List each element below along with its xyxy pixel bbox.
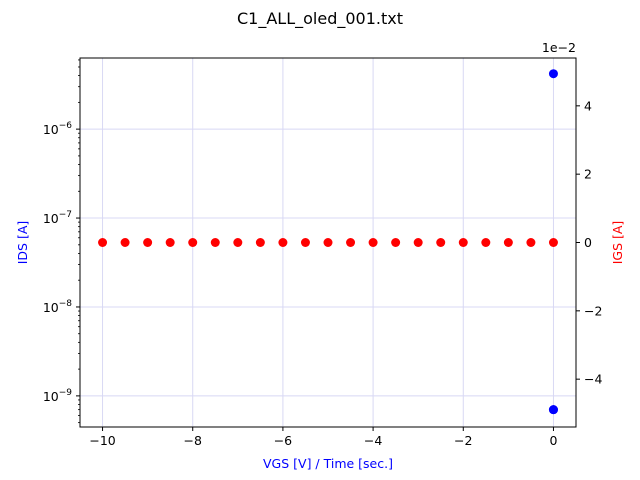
igs-point (300, 238, 310, 247)
x-tick-label: −4 (364, 433, 382, 448)
y-left-tick-label: 10−6 (43, 121, 72, 137)
igs-point (481, 238, 491, 247)
x-tick-label: 0 (549, 433, 557, 448)
x-tick-label: −2 (454, 433, 472, 448)
igs-point (255, 238, 265, 247)
igs-point (233, 238, 243, 247)
y-left-tick-label: 10−8 (43, 299, 72, 315)
igs-point (346, 238, 356, 247)
y-axis-left: 10−9 10−8 10−7 10−6 (43, 59, 80, 424)
igs-point (368, 238, 378, 247)
ids-point (548, 69, 558, 79)
y-right-tick-label: −4 (584, 372, 602, 387)
y-axis-right-label: IGS [A] (610, 221, 625, 265)
igs-point (278, 238, 288, 247)
igs-point (413, 238, 423, 247)
igs-point (165, 238, 175, 247)
chart-title: C1_ALL_oled_001.txt (237, 9, 403, 29)
ids-point (548, 405, 558, 415)
y-right-tick-label: 2 (584, 167, 592, 182)
y-axis-right: −4 −2 0 2 4 (576, 98, 602, 387)
y-right-tick-label: 4 (584, 98, 592, 113)
x-axis-label: VGS [V] / Time [sec.] (263, 456, 393, 471)
igs-point (391, 238, 401, 247)
data-points (98, 69, 558, 415)
igs-point (548, 238, 558, 247)
igs-point (323, 238, 333, 247)
igs-point (210, 238, 220, 247)
igs-point (143, 238, 153, 247)
y-axis-left-label: IDS [A] (15, 221, 30, 265)
x-tick-label: −8 (184, 433, 202, 448)
igs-point (458, 238, 468, 247)
igs-point (526, 238, 536, 247)
x-tick-label: −6 (274, 433, 292, 448)
igs-point (188, 238, 198, 247)
y-left-tick-label: 10−9 (43, 388, 72, 404)
y-left-tick-label: 10−7 (43, 210, 72, 226)
y-right-tick-label: 0 (584, 235, 592, 250)
x-axis: −10 −8 −6 −4 −2 0 (89, 427, 557, 448)
x-tick-label: −10 (89, 433, 115, 448)
y-right-tick-label: −2 (584, 303, 602, 318)
right-axis-multiplier: 1e−2 (542, 40, 576, 55)
igs-point (436, 238, 446, 247)
igs-point (120, 238, 130, 247)
igs-point (503, 238, 513, 247)
igs-point (98, 238, 108, 247)
